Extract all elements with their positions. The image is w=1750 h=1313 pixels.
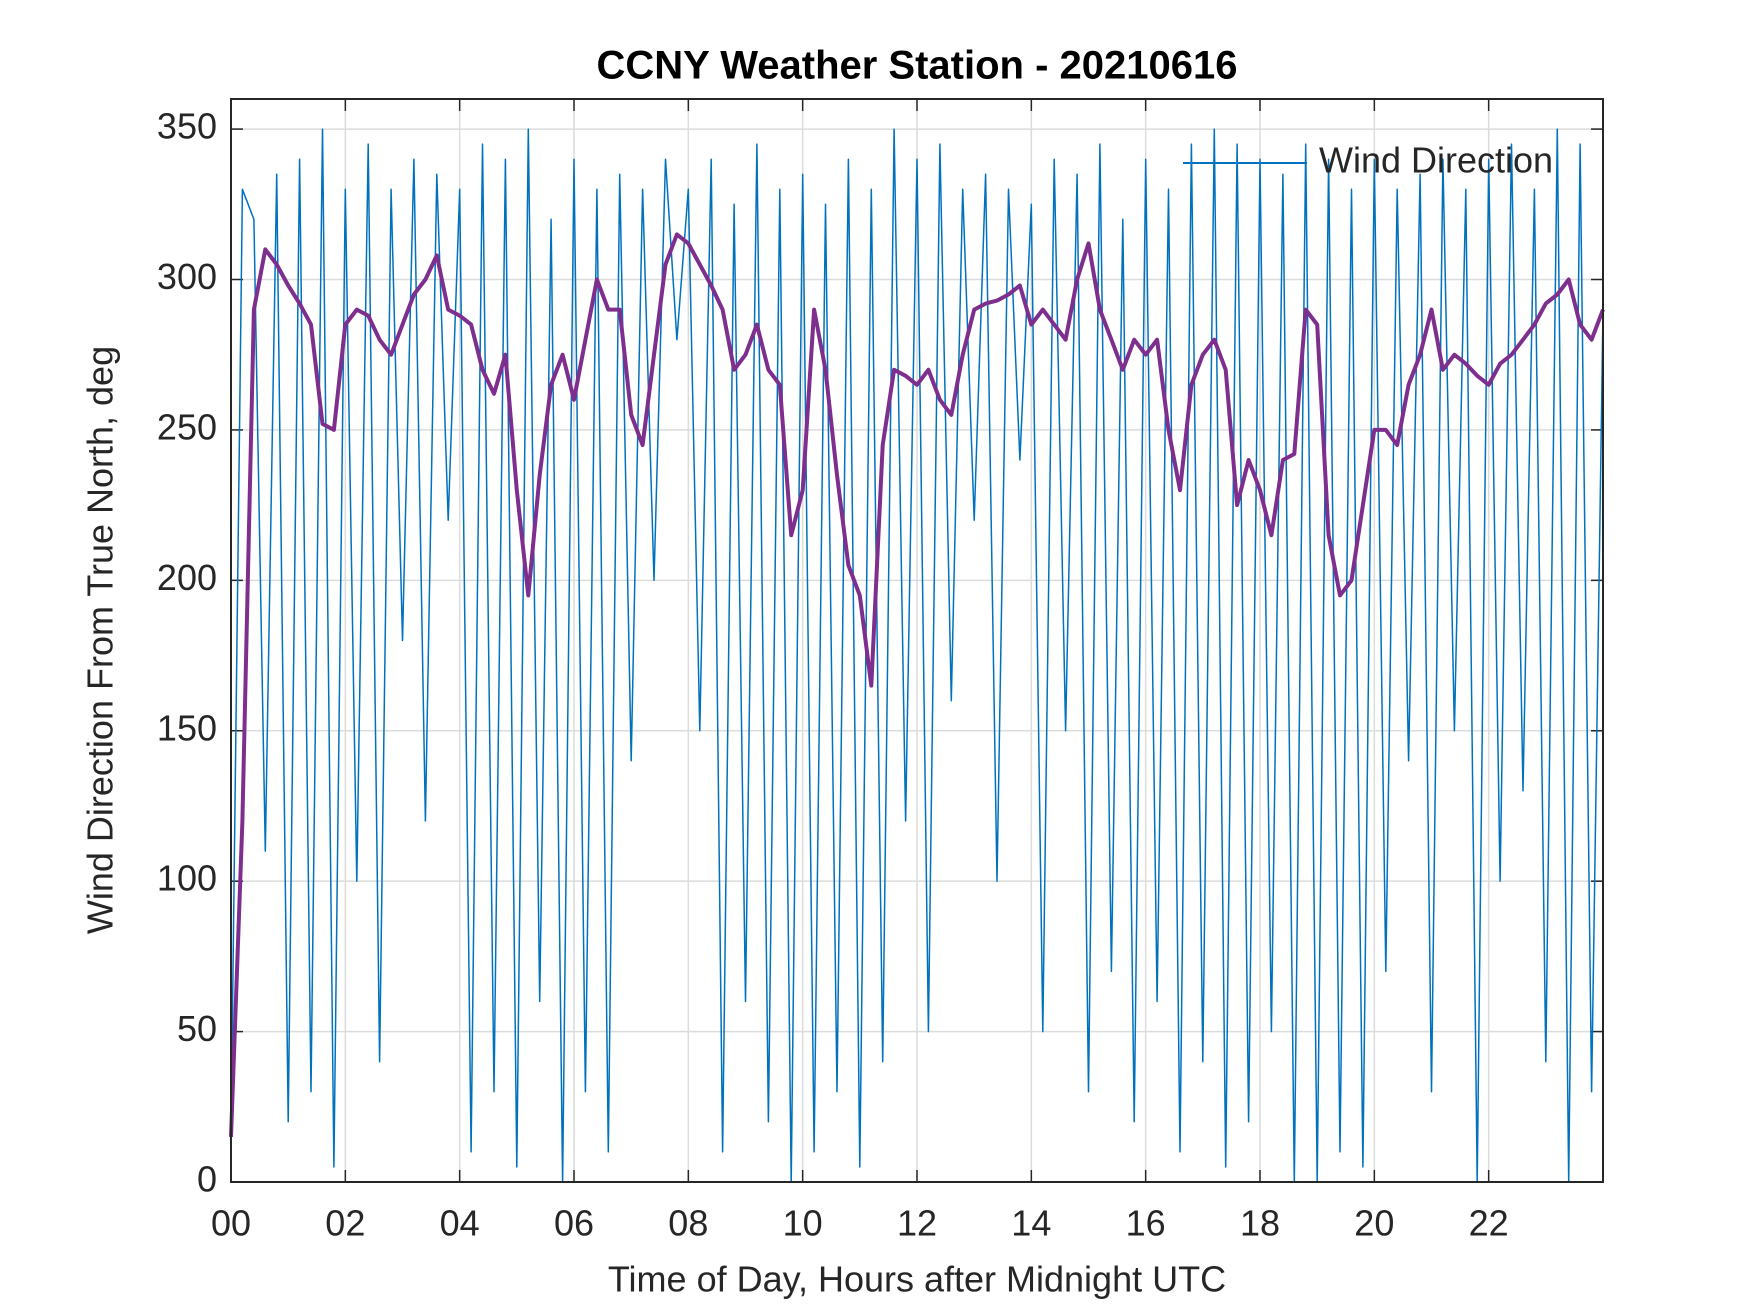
x-tick-label: 14 — [1011, 1203, 1051, 1244]
y-tick-label: 0 — [197, 1159, 217, 1200]
chart-title: CCNY Weather Station - 20210616 — [597, 44, 1238, 88]
y-axis-label: Wind Direction From True North, deg — [80, 346, 121, 934]
x-tick-label: 08 — [668, 1203, 708, 1244]
y-tick-label: 150 — [157, 707, 217, 748]
plot-frame — [230, 98, 1604, 1183]
x-tick-label: 18 — [1240, 1203, 1280, 1244]
y-tick-label: 50 — [177, 1008, 217, 1049]
y-tick-label: 350 — [157, 106, 217, 147]
x-tick-label: 02 — [325, 1203, 365, 1244]
x-tick-label: 06 — [554, 1203, 594, 1244]
x-tick-label: 10 — [783, 1203, 823, 1244]
y-tick-label: 300 — [157, 256, 217, 297]
x-tick-label: 16 — [1126, 1203, 1166, 1244]
legend-label: Wind Direction — [1319, 140, 1553, 181]
y-tick-label: 100 — [157, 858, 217, 899]
x-tick-label: 22 — [1469, 1203, 1509, 1244]
x-tick-label: 00 — [211, 1203, 251, 1244]
y-tick-label: 250 — [157, 406, 217, 447]
x-tick-label: 12 — [897, 1203, 937, 1244]
data-line — [229, 232, 1605, 1137]
y-tick-label: 200 — [157, 557, 217, 598]
x-tick-label: 04 — [440, 1203, 480, 1244]
x-tick-label: 20 — [1354, 1203, 1394, 1244]
data-line — [230, 128, 1604, 1183]
x-axis-label: Time of Day, Hours after Midnight UTC — [608, 1259, 1226, 1300]
